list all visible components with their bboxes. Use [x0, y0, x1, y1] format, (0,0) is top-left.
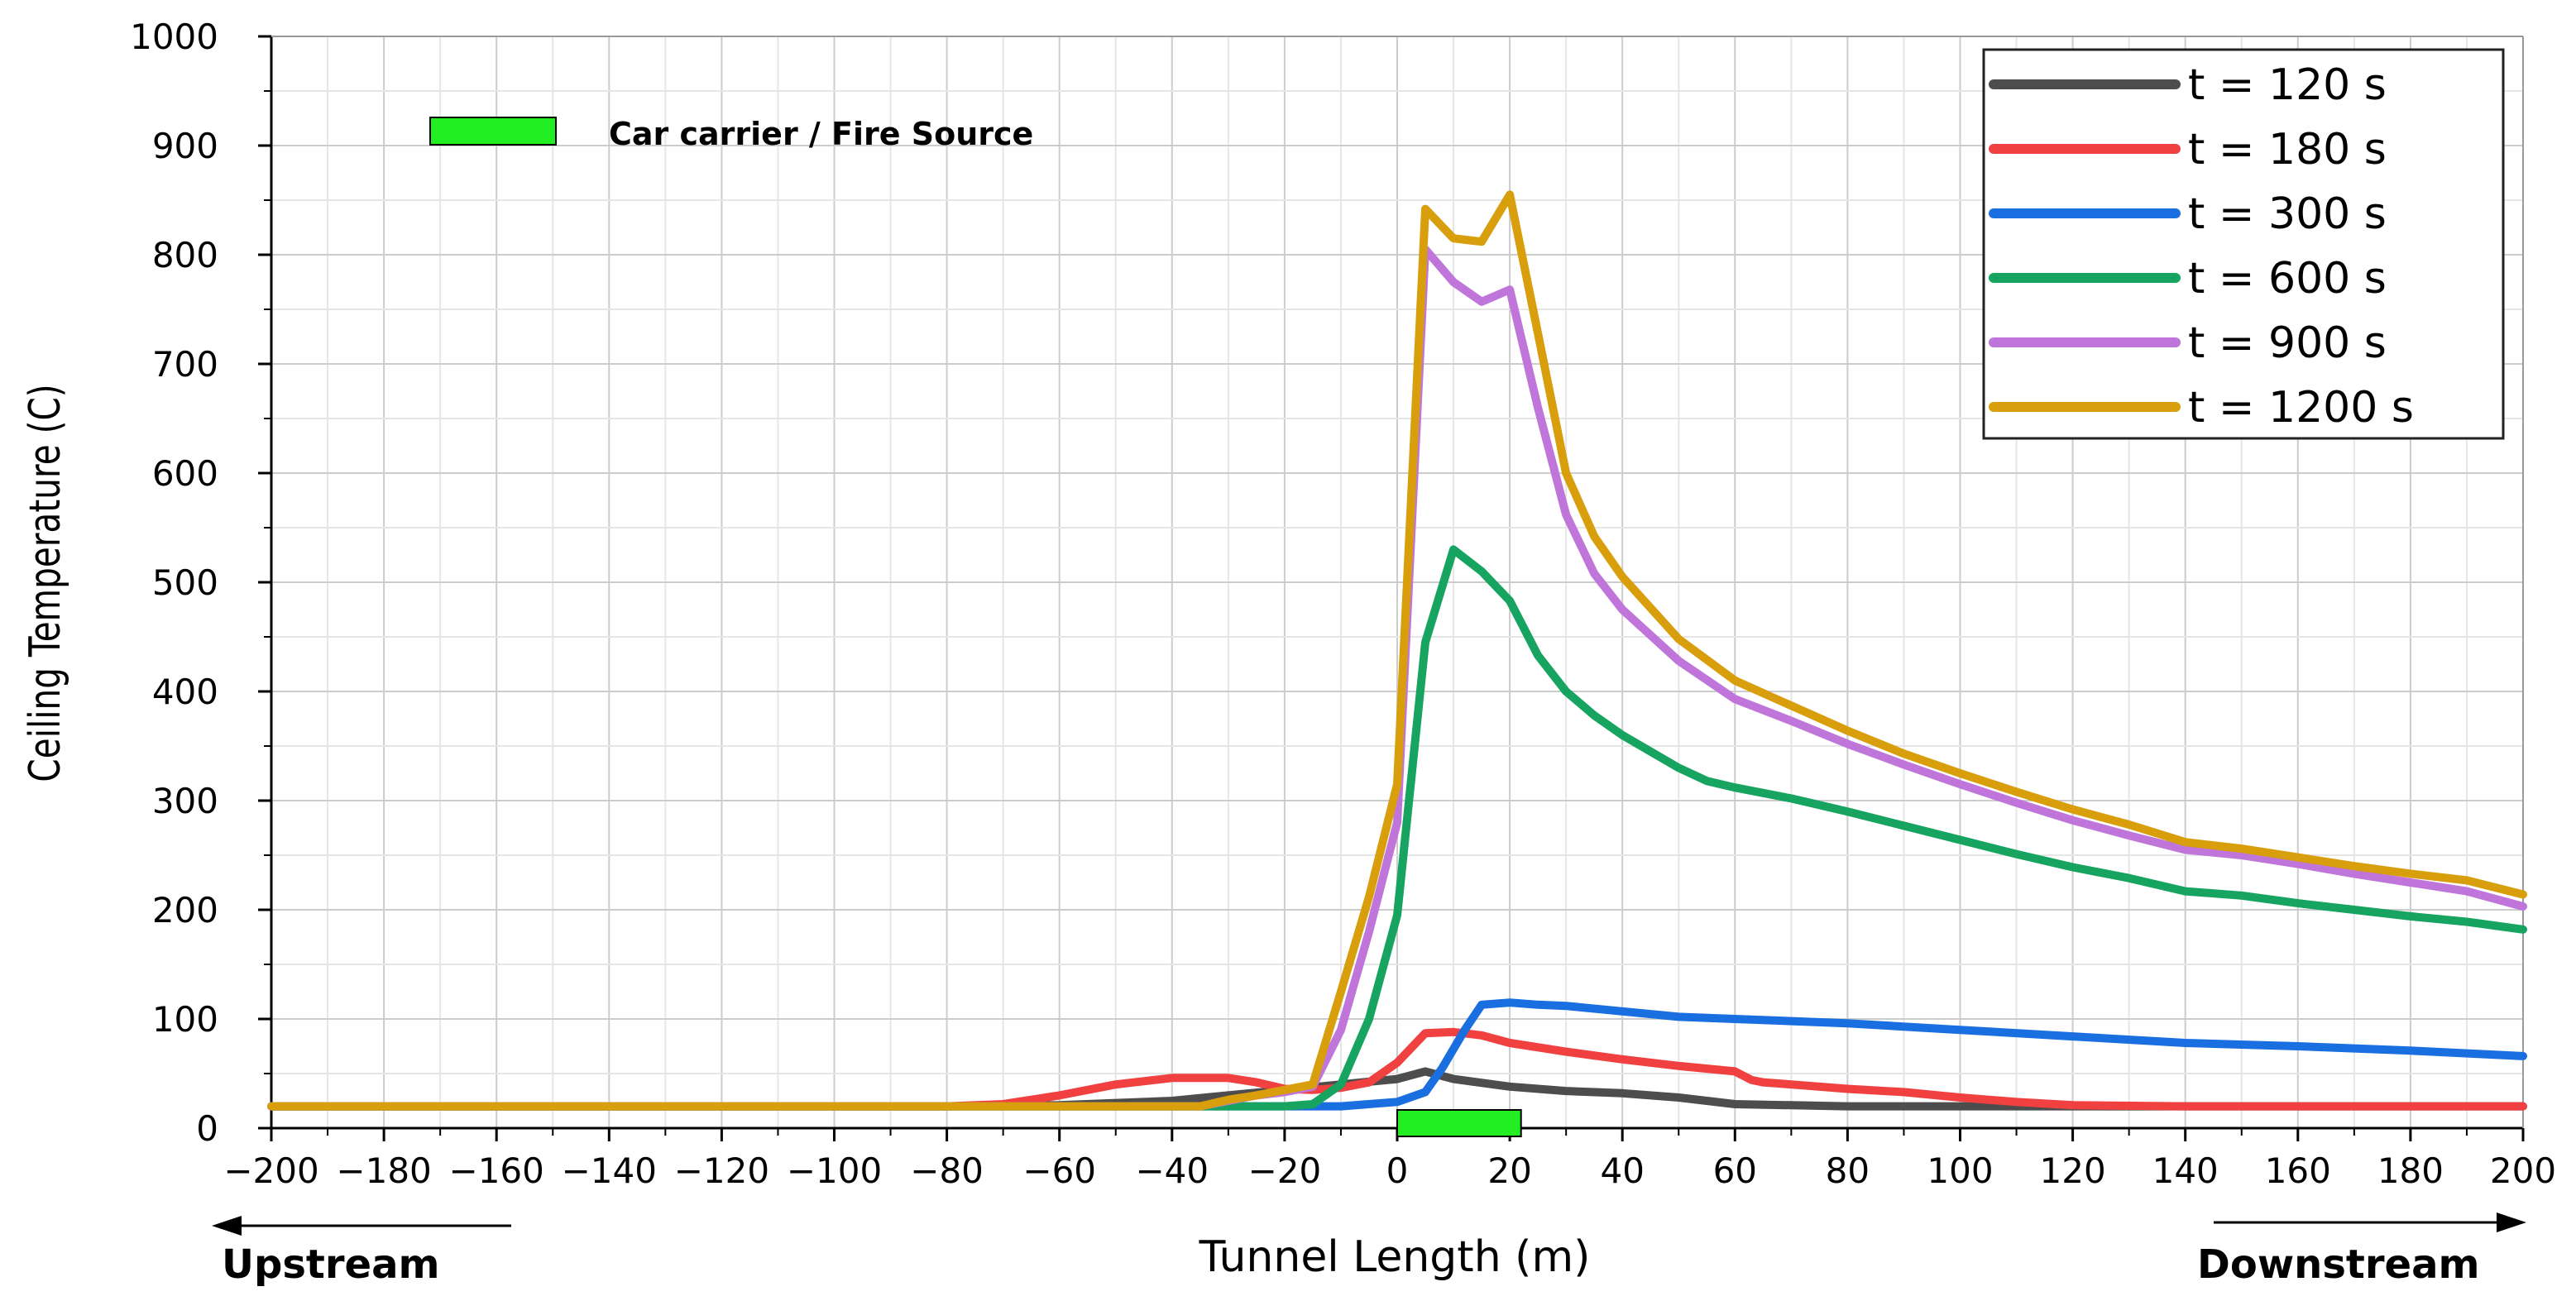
x-tick-label: −60: [1022, 1150, 1096, 1191]
series-line: [267, 998, 2527, 1111]
x-tick-label: 120: [2040, 1150, 2106, 1191]
fire-source-annotation: Car carrier / Fire Source: [429, 116, 1522, 1137]
y-tick-label: 1000: [130, 17, 218, 57]
x-tick-label: −140: [562, 1150, 657, 1191]
x-tick-label: 180: [2377, 1150, 2444, 1191]
y-tick-label: 500: [152, 562, 218, 603]
tick-marks: [258, 35, 2525, 1141]
x-tick-label: −200: [223, 1150, 318, 1191]
upstream-indicator: Upstream: [212, 1216, 511, 1288]
legend-label: t = 900 s: [2188, 318, 2387, 368]
fire-source-legend-swatch: [429, 117, 557, 146]
x-tick-label: 100: [1927, 1150, 1993, 1191]
y-tick-label: 0: [196, 1108, 218, 1149]
y-tick-labels: 0 100 200 300 400 500 600 700 800 900 1000: [130, 17, 218, 1149]
x-tick-label: −100: [787, 1150, 882, 1191]
legend: t = 120 s t = 180 s t = 300 s t = 600 s t = …: [1982, 48, 2505, 440]
x-tick-label: 80: [1826, 1150, 1870, 1191]
y-tick-label: 700: [152, 344, 218, 385]
x-tick-label: 0: [1386, 1150, 1409, 1191]
y-tick-label: 600: [152, 453, 218, 494]
y-tick-label: 100: [152, 999, 218, 1040]
x-tick-label: −80: [910, 1150, 984, 1191]
x-tick-labels: −200 −180 −160 −140 −120 −100 −80 −60 −40 −20 0 20 4…: [223, 1150, 2556, 1191]
x-tick-label: 60: [1713, 1150, 1757, 1191]
downstream-indicator: Downstream: [2197, 1213, 2526, 1288]
x-tick-label: −160: [449, 1150, 544, 1191]
fire-source-bar: [1396, 1109, 1522, 1137]
x-tick-label: −40: [1135, 1150, 1209, 1191]
x-tick-label: 40: [1600, 1150, 1644, 1191]
y-tick-label: 400: [152, 672, 218, 712]
y-tick-label: 200: [152, 890, 218, 930]
downstream-label: Downstream: [2197, 1241, 2479, 1288]
upstream-arrowhead: [212, 1216, 242, 1236]
x-tick-label: 160: [2265, 1150, 2331, 1191]
x-tick-label: 20: [1487, 1150, 1531, 1191]
x-tick-label: −20: [1248, 1150, 1322, 1191]
downstream-arrowhead: [2497, 1213, 2526, 1232]
x-tick-label: 140: [2152, 1150, 2219, 1191]
x-axis-title: Tunnel Length (m): [1199, 1232, 1591, 1282]
y-axis-title: Ceiling Temperature (C): [20, 384, 69, 782]
y-tick-label: 800: [152, 235, 218, 275]
series-lines: [267, 190, 2527, 1111]
x-tick-label: −120: [674, 1150, 769, 1191]
legend-label: t = 1200 s: [2188, 383, 2414, 433]
y-tick-label: 300: [152, 781, 218, 821]
legend-box: [1982, 48, 2505, 440]
upstream-label: Upstream: [222, 1241, 439, 1288]
grid-lines: [271, 36, 2524, 1129]
series-line: [267, 190, 2527, 1111]
series-line: [267, 545, 2527, 1111]
y-tick-label: 900: [152, 126, 218, 166]
legend-label: t = 600 s: [2188, 254, 2387, 304]
legend-items: t = 120 s t = 180 s t = 300 s t = 600 s t = …: [1989, 60, 2414, 433]
legend-label: t = 180 s: [2188, 125, 2387, 175]
legend-label: t = 300 s: [2188, 189, 2387, 239]
legend-label: t = 120 s: [2188, 60, 2387, 110]
x-tick-label: −180: [336, 1150, 431, 1191]
series-line: [267, 1027, 2527, 1111]
fire-source-legend-label: Car carrier / Fire Source: [609, 116, 1033, 152]
x-tick-label: 200: [2490, 1150, 2556, 1191]
